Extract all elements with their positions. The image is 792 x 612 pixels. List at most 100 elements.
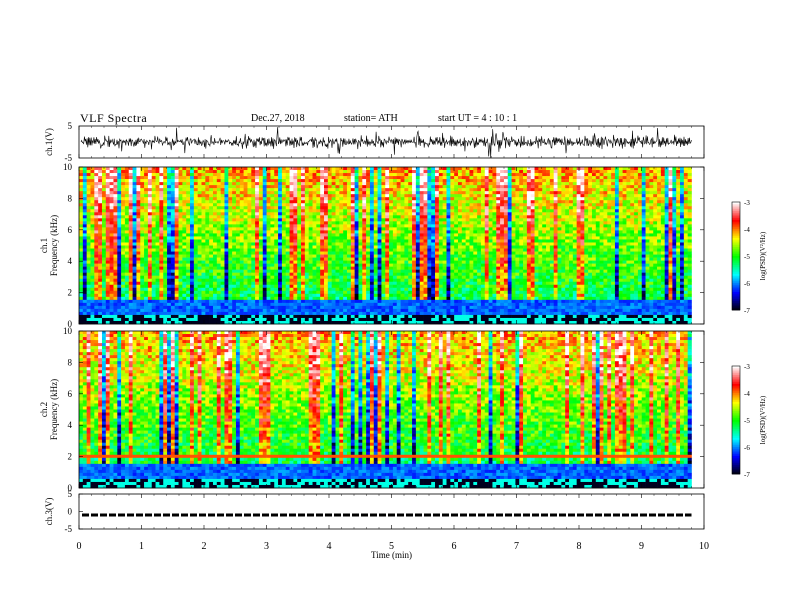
spectrogram-cell (595, 227, 600, 231)
spectrogram-cell (136, 200, 141, 204)
spectrogram-cell (396, 230, 401, 234)
spectrogram-cell (385, 248, 390, 252)
spectrogram-cell (446, 170, 451, 174)
spectrogram-cell (105, 257, 110, 261)
spectrogram-cell (366, 242, 371, 246)
spectrogram-cell (549, 197, 554, 201)
spectrogram-cell (588, 227, 593, 231)
spectrogram-cell (235, 257, 241, 261)
spectrogram-cell (423, 173, 428, 177)
spectrogram-cell (584, 182, 589, 186)
spectrogram-cell (289, 218, 294, 222)
spectrogram-cell (209, 212, 214, 216)
spectrogram-cell (408, 248, 413, 252)
spectrogram-cell (408, 209, 413, 213)
spectrogram-cell (546, 227, 551, 231)
spectrogram-cell (461, 239, 466, 243)
spectrogram-cell (683, 167, 688, 171)
spectrogram-cell (121, 188, 126, 192)
spectrogram-cell (79, 206, 84, 210)
spectrogram-cell (243, 179, 248, 183)
spectrogram-cell (212, 236, 218, 240)
spectrogram-cell (235, 197, 241, 201)
spectrogram-cell (461, 215, 466, 219)
spectrogram-cell (580, 176, 585, 180)
spectrogram-cell (603, 182, 608, 186)
spectrogram-cell (343, 179, 348, 183)
spectrogram-cell (435, 212, 440, 216)
spectrogram-cell (454, 167, 459, 171)
spectrogram-cell (377, 182, 382, 186)
spectrogram-cell (473, 167, 478, 171)
spectrogram-cell (113, 236, 118, 240)
spectrogram-cell (327, 212, 332, 216)
spectrogram-cell (484, 239, 489, 243)
spectrogram-cell (561, 203, 566, 207)
spectrogram-cell (255, 227, 260, 231)
spectrogram-cell (611, 245, 616, 249)
spectrogram-cell (657, 239, 662, 243)
spectrogram-cell (477, 188, 482, 192)
spectrogram-cell (618, 227, 623, 231)
spectrogram-cell (507, 191, 512, 195)
spectrogram-cell (159, 236, 164, 240)
spectrogram-cell (565, 182, 570, 186)
spectrogram-cell (101, 248, 107, 252)
spectrogram-cell (151, 200, 156, 204)
spectrogram-cell (523, 248, 528, 252)
spectrogram-cell (235, 188, 241, 192)
spectrogram-cell (637, 221, 643, 225)
spectrogram-cell (304, 212, 309, 216)
spectrogram-cell (657, 197, 662, 201)
spectrogram-cell (626, 215, 631, 219)
spectrogram-cell (163, 251, 168, 255)
spectrogram-cell (262, 173, 267, 177)
spectrogram-cell (660, 188, 666, 192)
spectrogram-cell (523, 221, 528, 225)
spectrogram-cell (167, 215, 172, 219)
spectrogram-cell (262, 176, 267, 180)
spectrogram-cell (170, 215, 176, 219)
spectrogram-cell (676, 170, 681, 174)
spectrogram-cell (362, 191, 367, 195)
spectrogram-cell (182, 245, 187, 249)
spectrogram-cell (576, 173, 581, 177)
spectrogram-cell (335, 167, 340, 171)
spectrogram-cell (496, 194, 501, 198)
spectrogram-cell (255, 206, 260, 210)
spectrogram-cell (641, 218, 646, 222)
spectrogram-cell (285, 242, 290, 246)
spectrogram-cell (243, 215, 248, 219)
spectrogram-cell (232, 173, 237, 177)
spectrogram-cell (140, 224, 145, 228)
spectrogram-cell (255, 251, 260, 255)
spectrogram-cell (301, 227, 306, 231)
spectrogram-cell (614, 173, 620, 177)
spectrogram-cell (128, 185, 133, 189)
spectrogram-cell (163, 257, 168, 261)
spectrogram-cell (255, 239, 260, 243)
spectrogram-cell (304, 206, 309, 210)
spectrogram-cell (140, 254, 145, 258)
spectrogram-cell (174, 203, 179, 207)
spectrogram-cell (113, 194, 118, 198)
spectrogram-cell (262, 251, 267, 255)
spectrogram-cell (159, 254, 164, 258)
spectrogram-cell (465, 245, 470, 249)
spectrogram-cell (136, 236, 141, 240)
spectrogram-cell (369, 257, 375, 261)
spectrogram-cell (542, 251, 547, 255)
spectrogram-cell (519, 245, 524, 249)
spectrogram-cell (235, 206, 241, 210)
spectrogram-cell (79, 167, 84, 171)
spectrogram-cell (546, 182, 551, 186)
spectrogram-cell (496, 242, 501, 246)
spectrogram-cell (239, 182, 244, 186)
spectrogram-cell (668, 176, 673, 180)
spectrogram-cell (247, 185, 252, 189)
spectrogram-cell (350, 236, 355, 240)
ch1-ytick-label: 5 (68, 121, 73, 131)
spectrogram-cell (308, 185, 313, 189)
spectrogram-cell (128, 170, 133, 174)
spectrogram-cell (320, 248, 325, 252)
